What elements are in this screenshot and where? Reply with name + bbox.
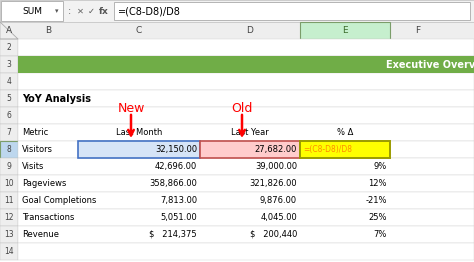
Text: ✕: ✕ — [76, 7, 83, 15]
Text: fx: fx — [99, 7, 109, 15]
Text: 4,045.00: 4,045.00 — [260, 213, 297, 222]
Text: YoY Analysis: YoY Analysis — [22, 94, 91, 103]
Text: 9%: 9% — [374, 162, 387, 171]
Text: 11: 11 — [4, 196, 14, 205]
Text: Pageviews: Pageviews — [22, 179, 66, 188]
Bar — [1, 1, 63, 21]
Bar — [18, 56, 474, 73]
Text: $   200,440: $ 200,440 — [250, 230, 297, 239]
Text: -21%: -21% — [365, 196, 387, 205]
Bar — [0, 124, 18, 141]
Bar — [0, 158, 18, 175]
Bar — [114, 2, 470, 20]
Text: 42,696.00: 42,696.00 — [155, 162, 197, 171]
Text: Metric: Metric — [22, 128, 48, 137]
Bar — [18, 158, 474, 175]
Text: 32,150.00: 32,150.00 — [155, 145, 197, 154]
Text: =(C8-D8)/D8: =(C8-D8)/D8 — [303, 145, 352, 154]
Bar — [78, 141, 200, 158]
Text: ▾: ▾ — [55, 8, 59, 14]
Text: 5: 5 — [7, 94, 11, 103]
Bar — [18, 39, 474, 56]
Bar — [18, 226, 474, 243]
Text: A: A — [6, 26, 12, 35]
Text: Executive Overview: Executive Overview — [386, 59, 474, 69]
Bar — [18, 209, 474, 226]
Text: 7: 7 — [7, 128, 11, 137]
Text: 7,813.00: 7,813.00 — [160, 196, 197, 205]
Text: 358,866.00: 358,866.00 — [149, 179, 197, 188]
Text: 3: 3 — [7, 60, 11, 69]
Bar — [300, 22, 390, 39]
Text: 10: 10 — [4, 179, 14, 188]
Bar — [18, 192, 474, 209]
Text: 5,051.00: 5,051.00 — [160, 213, 197, 222]
Bar — [0, 39, 18, 56]
Text: Goal Completions: Goal Completions — [22, 196, 96, 205]
Text: Revenue: Revenue — [22, 230, 59, 239]
Text: Transactions: Transactions — [22, 213, 74, 222]
Bar — [0, 0, 474, 22]
Text: 27,682.00: 27,682.00 — [255, 145, 297, 154]
Bar — [18, 90, 474, 107]
Text: 13: 13 — [4, 230, 14, 239]
Bar — [0, 22, 474, 39]
Text: =(C8-D8)/D8: =(C8-D8)/D8 — [118, 6, 181, 16]
Bar — [300, 141, 390, 158]
Text: Old: Old — [231, 101, 253, 114]
Bar — [18, 107, 474, 124]
Bar — [0, 141, 18, 158]
Text: 25%: 25% — [368, 213, 387, 222]
Text: 12: 12 — [4, 213, 14, 222]
Text: Visitors: Visitors — [22, 145, 53, 154]
Text: 2: 2 — [7, 43, 11, 52]
Bar — [0, 192, 18, 209]
Text: 8: 8 — [7, 145, 11, 154]
Bar — [18, 73, 474, 90]
Text: C: C — [136, 26, 142, 35]
Bar — [18, 243, 474, 260]
Text: F: F — [415, 26, 420, 35]
Text: 9,876.00: 9,876.00 — [260, 196, 297, 205]
Bar — [200, 141, 300, 158]
Bar — [18, 124, 474, 141]
Bar — [0, 226, 18, 243]
Text: 39,000.00: 39,000.00 — [255, 162, 297, 171]
Bar — [18, 175, 474, 192]
Text: D: D — [246, 26, 254, 35]
Bar — [0, 56, 18, 73]
Bar — [0, 243, 18, 260]
Text: 14: 14 — [4, 247, 14, 256]
Bar — [0, 107, 18, 124]
Bar — [18, 56, 474, 73]
Text: Last Month: Last Month — [116, 128, 162, 137]
Text: 7%: 7% — [374, 230, 387, 239]
Text: % Δ: % Δ — [337, 128, 353, 137]
Text: 321,826.00: 321,826.00 — [249, 179, 297, 188]
Bar — [0, 175, 18, 192]
Text: 9: 9 — [7, 162, 11, 171]
Text: New: New — [117, 101, 145, 114]
Bar — [0, 90, 18, 107]
Text: B: B — [45, 26, 51, 35]
Text: 4: 4 — [7, 77, 11, 86]
Text: :: : — [68, 6, 72, 16]
Text: Visits: Visits — [22, 162, 45, 171]
Text: ✓: ✓ — [88, 7, 94, 15]
Bar — [0, 73, 18, 90]
Text: 12%: 12% — [368, 179, 387, 188]
Text: SUM: SUM — [22, 7, 42, 15]
Text: E: E — [342, 26, 348, 35]
Bar — [18, 141, 474, 158]
Text: 6: 6 — [7, 111, 11, 120]
Bar — [0, 209, 18, 226]
Text: Last Year: Last Year — [231, 128, 269, 137]
Text: $   214,375: $ 214,375 — [149, 230, 197, 239]
